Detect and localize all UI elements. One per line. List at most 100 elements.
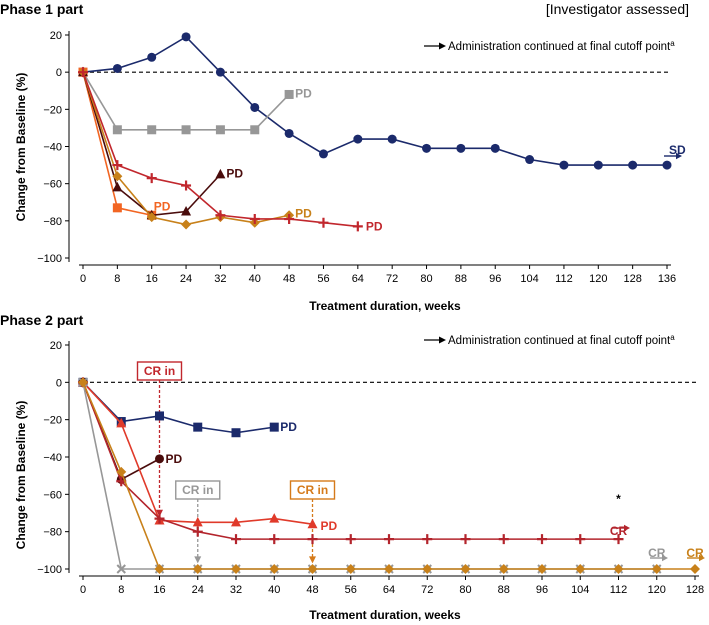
- p2-data-point: [307, 564, 318, 574]
- p1-xtick-label: 0: [80, 273, 86, 285]
- p1-data-point: [112, 125, 122, 135]
- p1-series-line: [82, 71, 290, 226]
- p2-data-point: [651, 564, 662, 574]
- p2-xtick-label: 32: [230, 584, 242, 596]
- p2-xtick-label: 88: [498, 584, 510, 596]
- p2-data-point: [690, 564, 700, 574]
- p2-data-point: [155, 411, 164, 421]
- p1-xtick-label: 40: [249, 273, 261, 285]
- p1-data-point: [112, 171, 123, 182]
- p2-xtick-label: 96: [536, 584, 548, 596]
- p2-xtick-label: 64: [383, 584, 395, 596]
- p1-data-point: [181, 32, 191, 42]
- svg-text:Administration continued at fi: Administration continued at final cutoff…: [448, 39, 675, 53]
- p2-xtick-label: 104: [571, 584, 589, 596]
- p1-ytick-label: 20: [50, 30, 62, 42]
- p1-xtick-label: 136: [658, 273, 676, 285]
- p2-data-point: [192, 526, 203, 537]
- p1-xtick-label: 8: [114, 273, 120, 285]
- p1-xtick-label: 120: [589, 273, 607, 285]
- p1-series-line: [82, 35, 667, 166]
- p2-xtick-label: 24: [192, 584, 204, 596]
- p1-end-label: PD: [226, 166, 243, 180]
- p1-data-point: [215, 210, 226, 221]
- p1-data-point: [112, 181, 123, 192]
- p2-ytick-label: 0: [56, 377, 62, 389]
- p2-xtick-label: 112: [610, 584, 628, 596]
- phase1-legend-note: Administration continued at final cutoff…: [424, 39, 675, 53]
- phase2-panel: Phase 2 part Administration continued at…: [0, 312, 705, 622]
- phase2-title: Phase 2 part: [0, 312, 84, 328]
- p1-series-line: [82, 71, 221, 217]
- p1-data-point: [490, 143, 500, 153]
- p2-data-point: [575, 564, 586, 574]
- p1-data-point: [112, 203, 122, 213]
- p2-data-point: [116, 564, 126, 574]
- p1-data-point: [284, 213, 295, 224]
- p2-data-point: [231, 564, 241, 574]
- p1-data-point: [422, 143, 432, 153]
- p1-series: PD: [78, 67, 383, 233]
- p2-data-point: [498, 534, 509, 545]
- p1-series: PD: [78, 66, 243, 220]
- p1-ytick-label: −20: [43, 104, 62, 116]
- p1-series-line: [82, 71, 152, 217]
- p1-xtick-label: 96: [489, 273, 501, 285]
- p1-data-point: [250, 125, 260, 135]
- phase1-legend-sup: a: [670, 39, 675, 48]
- p1-data-point: [387, 134, 397, 144]
- p1-data-point: [250, 102, 260, 112]
- p2-data-point: [537, 564, 547, 574]
- phase1-panel: Phase 1 part [Investigator assessed] Adm…: [0, 1, 689, 313]
- p2-data-point: [307, 534, 318, 545]
- p1-data-point: [78, 67, 88, 78]
- p2-data-point: [269, 534, 280, 545]
- p2-cr-in-annotation: CR in: [175, 480, 221, 564]
- phase1-ylabel: Change from Baseline (%): [14, 73, 28, 222]
- p2-series: CR: [78, 377, 704, 574]
- p2-data-point: [384, 534, 394, 545]
- p1-data-point: [249, 213, 260, 224]
- p2-xtick-label: 40: [268, 584, 280, 596]
- p2-series-line: [82, 381, 275, 434]
- p1-ytick-label: 0: [56, 67, 62, 79]
- p2-xtick-label: 128: [686, 584, 704, 596]
- p2-data-point: [307, 518, 318, 529]
- p1-data-point: [181, 206, 192, 216]
- p2-data-point: [613, 534, 624, 545]
- p2-xtick-label: 16: [153, 584, 165, 596]
- p2-data-point: [154, 513, 165, 524]
- p1-xtick-label: 80: [420, 273, 432, 285]
- p1-end-label: PD: [295, 86, 312, 100]
- p2-xtick-label: 120: [648, 584, 666, 596]
- p1-end-label: PD: [366, 219, 383, 233]
- p2-data-point: [460, 564, 471, 574]
- p2-xtick-label: 8: [118, 584, 124, 596]
- p1-series: PD: [78, 67, 171, 220]
- p2-data-point: [193, 422, 203, 432]
- p2-data-point: [460, 534, 471, 545]
- phase2-xlabel: Treatment duration, weeks: [309, 608, 461, 622]
- p1-series-line: [82, 71, 290, 131]
- p2-data-point: [537, 534, 547, 545]
- p1-xtick-label: 112: [555, 273, 573, 285]
- p2-ytick-label: −80: [43, 527, 62, 539]
- p1-xtick-label: 24: [180, 273, 192, 285]
- p1-xtick-label: 88: [455, 273, 467, 285]
- p2-data-point: [384, 564, 394, 574]
- p1-xtick-label: 104: [520, 273, 538, 285]
- p2-ytick-label: −20: [43, 415, 62, 427]
- phase2-legend-text: Administration continued at final cutoff…: [448, 335, 671, 347]
- p1-data-point: [352, 221, 363, 232]
- p1-data-point: [215, 67, 225, 77]
- svg-text:Administration continued at fi: Administration continued at final cutoff…: [448, 333, 675, 347]
- p1-end-label: PD: [154, 199, 171, 213]
- p2-end-label: CR: [648, 546, 666, 560]
- p2-data-point: [231, 428, 241, 438]
- p1-xtick-label: 32: [214, 273, 226, 285]
- p1-data-point: [525, 155, 535, 165]
- p2-data-point: [154, 564, 165, 574]
- p2-xtick-label: 0: [80, 584, 86, 596]
- p2-data-point: [192, 516, 203, 527]
